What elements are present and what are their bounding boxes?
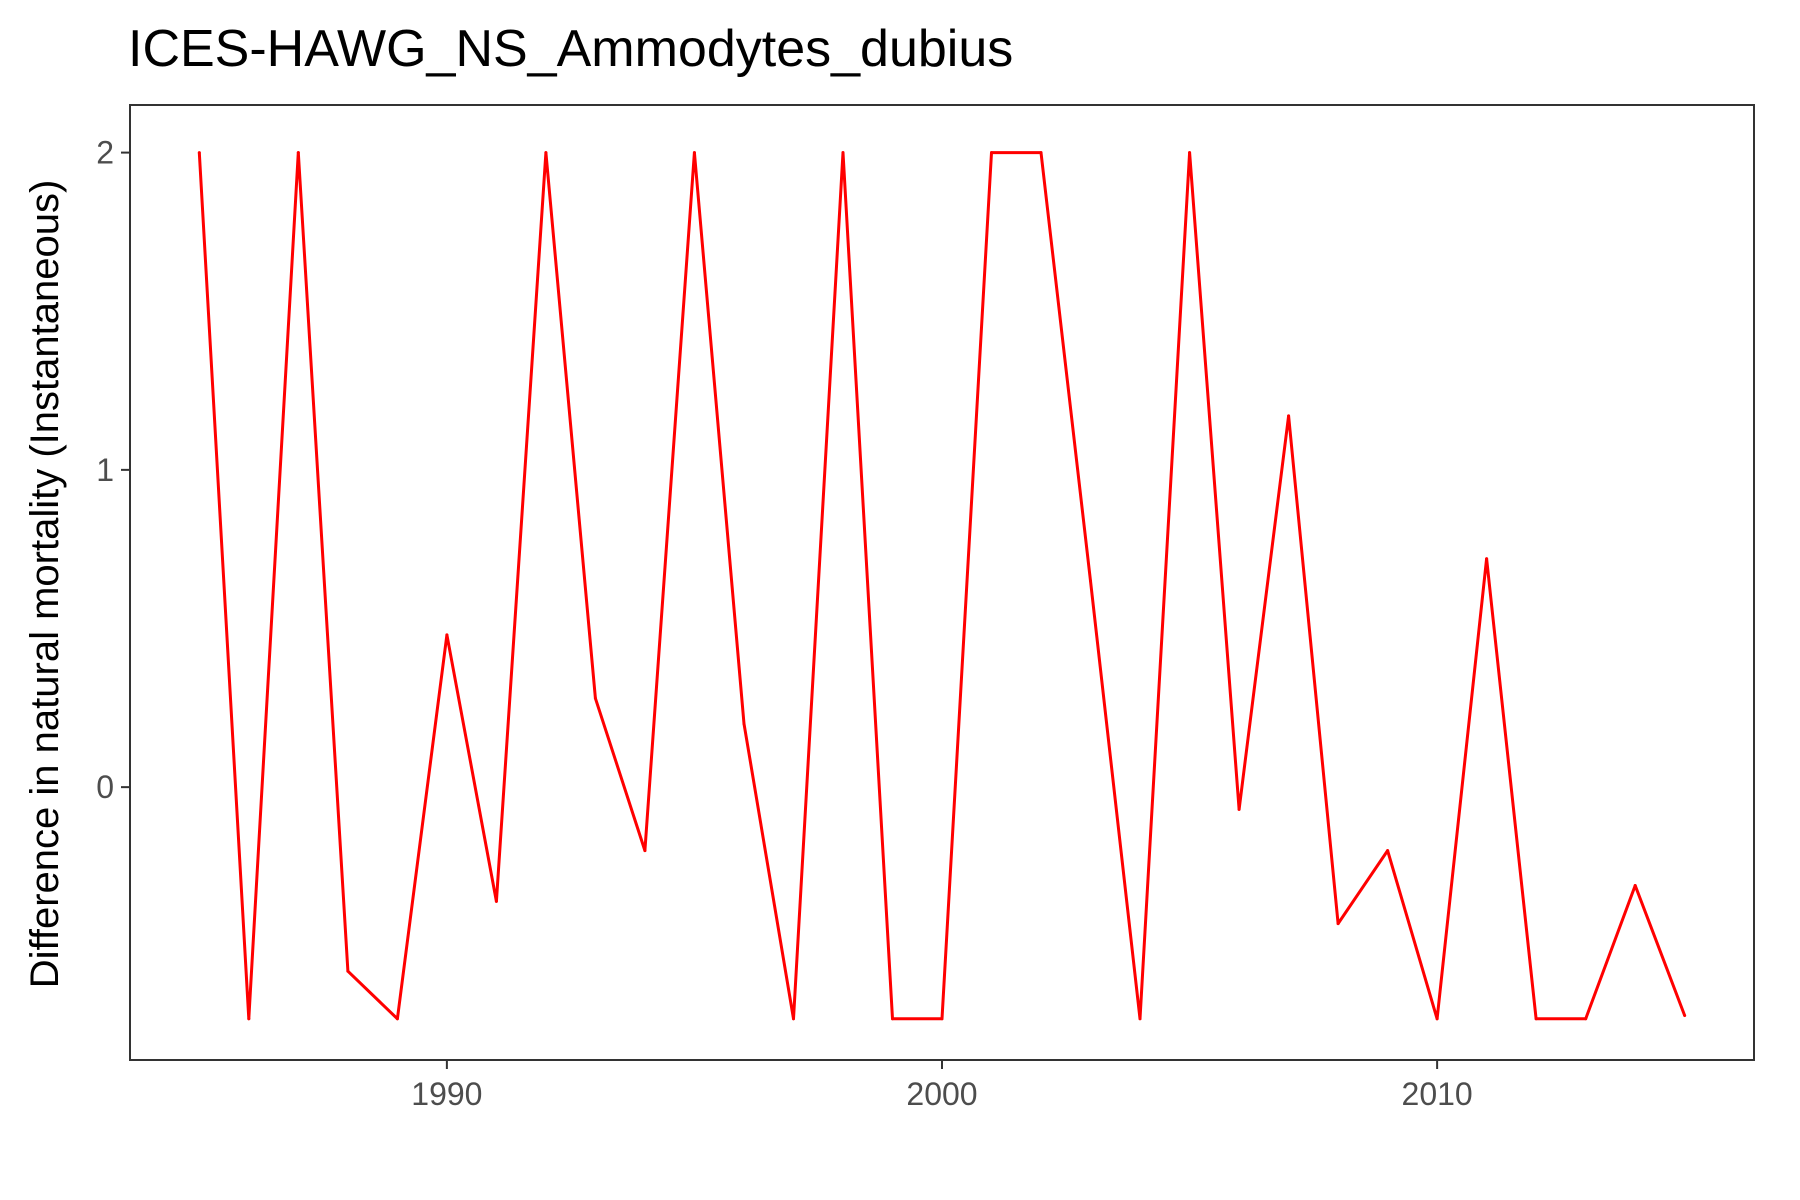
data-point	[247, 1017, 251, 1021]
series-group	[197, 151, 1687, 1021]
data-point	[1435, 1017, 1439, 1021]
data-point	[841, 151, 845, 155]
data-point	[1683, 1014, 1687, 1018]
x-tick-label: 2000	[906, 1076, 977, 1112]
data-point	[1584, 1017, 1588, 1021]
x-tick-label: 1990	[411, 1076, 482, 1112]
data-point	[643, 849, 647, 853]
y-tick-label: 0	[96, 769, 114, 805]
data-point	[197, 151, 201, 155]
data-point	[890, 1017, 894, 1021]
data-point	[1188, 151, 1192, 155]
data-point	[1386, 849, 1390, 853]
chart-title: ICES-HAWG_NS_Ammodytes_dubius	[128, 20, 1013, 78]
data-point	[1039, 151, 1043, 155]
data-point	[445, 633, 449, 637]
y-axis-label: Difference in natural mortality (Instant…	[23, 180, 67, 989]
data-point	[494, 899, 498, 903]
data-point	[692, 151, 696, 155]
data-point	[1287, 414, 1291, 418]
data-point	[742, 722, 746, 726]
data-point	[346, 969, 350, 973]
x-axis-ticks: 1990 2000 2010	[411, 1060, 1473, 1112]
data-point	[1237, 807, 1241, 811]
data-point	[1138, 1017, 1142, 1021]
data-point	[1336, 922, 1340, 926]
data-point	[940, 1017, 944, 1021]
y-axis-ticks: 0 1 2	[96, 135, 130, 805]
data-point	[1089, 579, 1093, 583]
series-line	[197, 151, 1687, 1021]
data-point	[395, 1017, 399, 1021]
data-point	[544, 151, 548, 155]
data-point	[990, 151, 994, 155]
x-tick-label: 2010	[1402, 1076, 1473, 1112]
y-tick-label: 1	[96, 452, 114, 488]
data-point	[1534, 1017, 1538, 1021]
data-point	[1485, 557, 1489, 561]
y-tick-label: 2	[96, 135, 114, 171]
data-point	[593, 696, 597, 700]
data-point	[296, 151, 300, 155]
data-point	[791, 1017, 795, 1021]
data-point	[1633, 883, 1637, 887]
plot-panel-border	[129, 104, 1755, 1061]
